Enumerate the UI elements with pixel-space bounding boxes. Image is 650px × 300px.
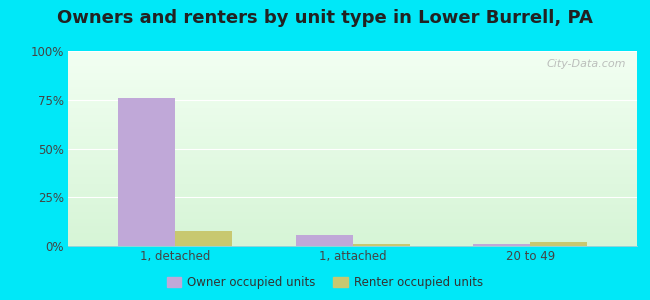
Bar <box>175 231 232 246</box>
Legend: Owner occupied units, Renter occupied units: Owner occupied units, Renter occupied un… <box>162 272 488 294</box>
Text: Owners and renters by unit type in Lower Burrell, PA: Owners and renters by unit type in Lower… <box>57 9 593 27</box>
Text: City-Data.com: City-Data.com <box>546 59 625 69</box>
Bar <box>530 242 587 246</box>
Bar <box>118 98 175 246</box>
Bar <box>473 244 530 246</box>
Bar <box>296 235 352 246</box>
Bar <box>352 244 410 246</box>
